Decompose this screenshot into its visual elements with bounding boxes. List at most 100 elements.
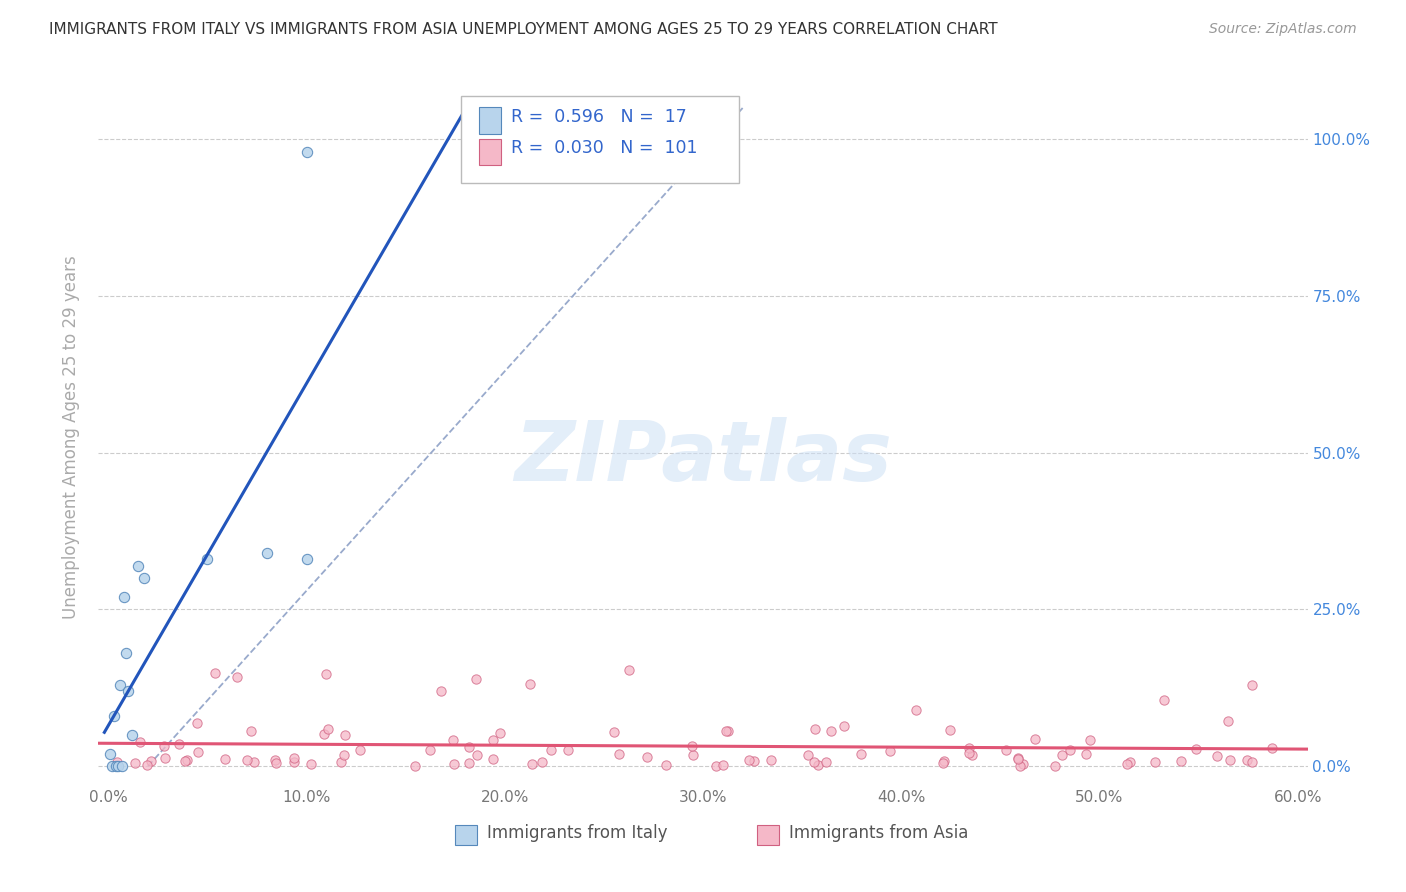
Point <box>742 754 765 768</box>
Point <box>1008 759 1031 773</box>
Point <box>1170 754 1192 768</box>
Point <box>197 552 219 566</box>
Point <box>264 756 287 770</box>
Point <box>1219 753 1241 767</box>
Point <box>167 737 190 751</box>
Point <box>335 728 357 742</box>
Point <box>879 744 901 758</box>
Point <box>832 718 855 732</box>
Point <box>957 740 980 755</box>
Bar <box>479 138 501 165</box>
Point <box>519 677 541 691</box>
Point <box>240 723 263 738</box>
Point <box>1080 733 1102 747</box>
Point <box>957 747 980 761</box>
Point <box>797 747 820 762</box>
Point <box>112 590 135 604</box>
Point <box>139 754 162 768</box>
Point <box>1059 743 1081 757</box>
Point <box>711 758 734 772</box>
Point <box>103 709 125 723</box>
Point <box>430 683 453 698</box>
Point <box>1184 741 1206 756</box>
Point <box>204 666 226 681</box>
Point <box>1012 756 1035 771</box>
Point <box>1205 748 1227 763</box>
Text: ZIPatlas: ZIPatlas <box>515 417 891 499</box>
Bar <box>479 107 501 134</box>
Point <box>1143 755 1166 769</box>
Text: R =  0.030   N =  101: R = 0.030 N = 101 <box>510 139 697 157</box>
Point <box>115 646 138 660</box>
Point <box>105 759 128 773</box>
Point <box>110 678 132 692</box>
Point <box>152 739 174 753</box>
Point <box>1216 714 1239 729</box>
Point <box>214 752 236 766</box>
Point <box>1236 753 1258 767</box>
Point <box>655 757 678 772</box>
Point <box>243 755 266 769</box>
Point <box>457 756 479 770</box>
Point <box>124 756 146 771</box>
Point <box>299 757 322 772</box>
Point <box>117 684 139 698</box>
Point <box>931 756 953 771</box>
Point <box>129 735 152 749</box>
Point <box>316 722 339 736</box>
Point <box>1050 747 1073 762</box>
FancyBboxPatch shape <box>461 96 740 183</box>
Point <box>333 747 356 762</box>
Point <box>314 727 336 741</box>
Point <box>101 759 124 773</box>
Point <box>330 755 353 769</box>
Bar <box>456 824 477 846</box>
Point <box>482 732 505 747</box>
Point <box>136 757 159 772</box>
Point <box>226 670 249 684</box>
Point <box>1007 751 1029 765</box>
Point <box>295 145 318 159</box>
Point <box>714 723 737 738</box>
Point <box>932 754 955 768</box>
Point <box>738 753 761 767</box>
Y-axis label: Unemployment Among Ages 25 to 29 years: Unemployment Among Ages 25 to 29 years <box>62 255 80 619</box>
Point <box>1024 732 1046 747</box>
Point <box>263 753 285 767</box>
Point <box>904 703 927 717</box>
Text: Immigrants from Asia: Immigrants from Asia <box>789 824 969 842</box>
Point <box>256 546 278 560</box>
Point <box>522 756 544 771</box>
Point <box>283 751 305 765</box>
Point <box>443 757 465 772</box>
Point <box>153 750 176 764</box>
Point <box>1043 758 1066 772</box>
Point <box>807 758 830 772</box>
Point <box>441 733 464 747</box>
Point <box>235 753 257 767</box>
Point <box>636 750 658 764</box>
Point <box>820 723 842 738</box>
Point <box>98 747 121 761</box>
Text: R =  0.596   N =  17: R = 0.596 N = 17 <box>510 108 686 126</box>
Point <box>186 715 208 730</box>
Point <box>349 743 371 757</box>
Point <box>111 759 134 773</box>
Point <box>814 756 837 770</box>
Point <box>617 663 640 677</box>
Point <box>465 748 488 763</box>
Point <box>127 558 149 573</box>
Point <box>176 753 198 767</box>
Point <box>283 755 305 769</box>
Text: Immigrants from Italy: Immigrants from Italy <box>486 824 666 842</box>
Point <box>759 753 782 767</box>
Point <box>107 759 129 773</box>
Point <box>803 755 825 769</box>
Point <box>1153 692 1175 706</box>
Point <box>717 724 740 739</box>
Point <box>1240 755 1263 769</box>
Text: IMMIGRANTS FROM ITALY VS IMMIGRANTS FROM ASIA UNEMPLOYMENT AMONG AGES 25 TO 29 Y: IMMIGRANTS FROM ITALY VS IMMIGRANTS FROM… <box>49 22 998 37</box>
Point <box>1115 757 1137 772</box>
Point <box>419 743 441 757</box>
Point <box>458 740 481 755</box>
